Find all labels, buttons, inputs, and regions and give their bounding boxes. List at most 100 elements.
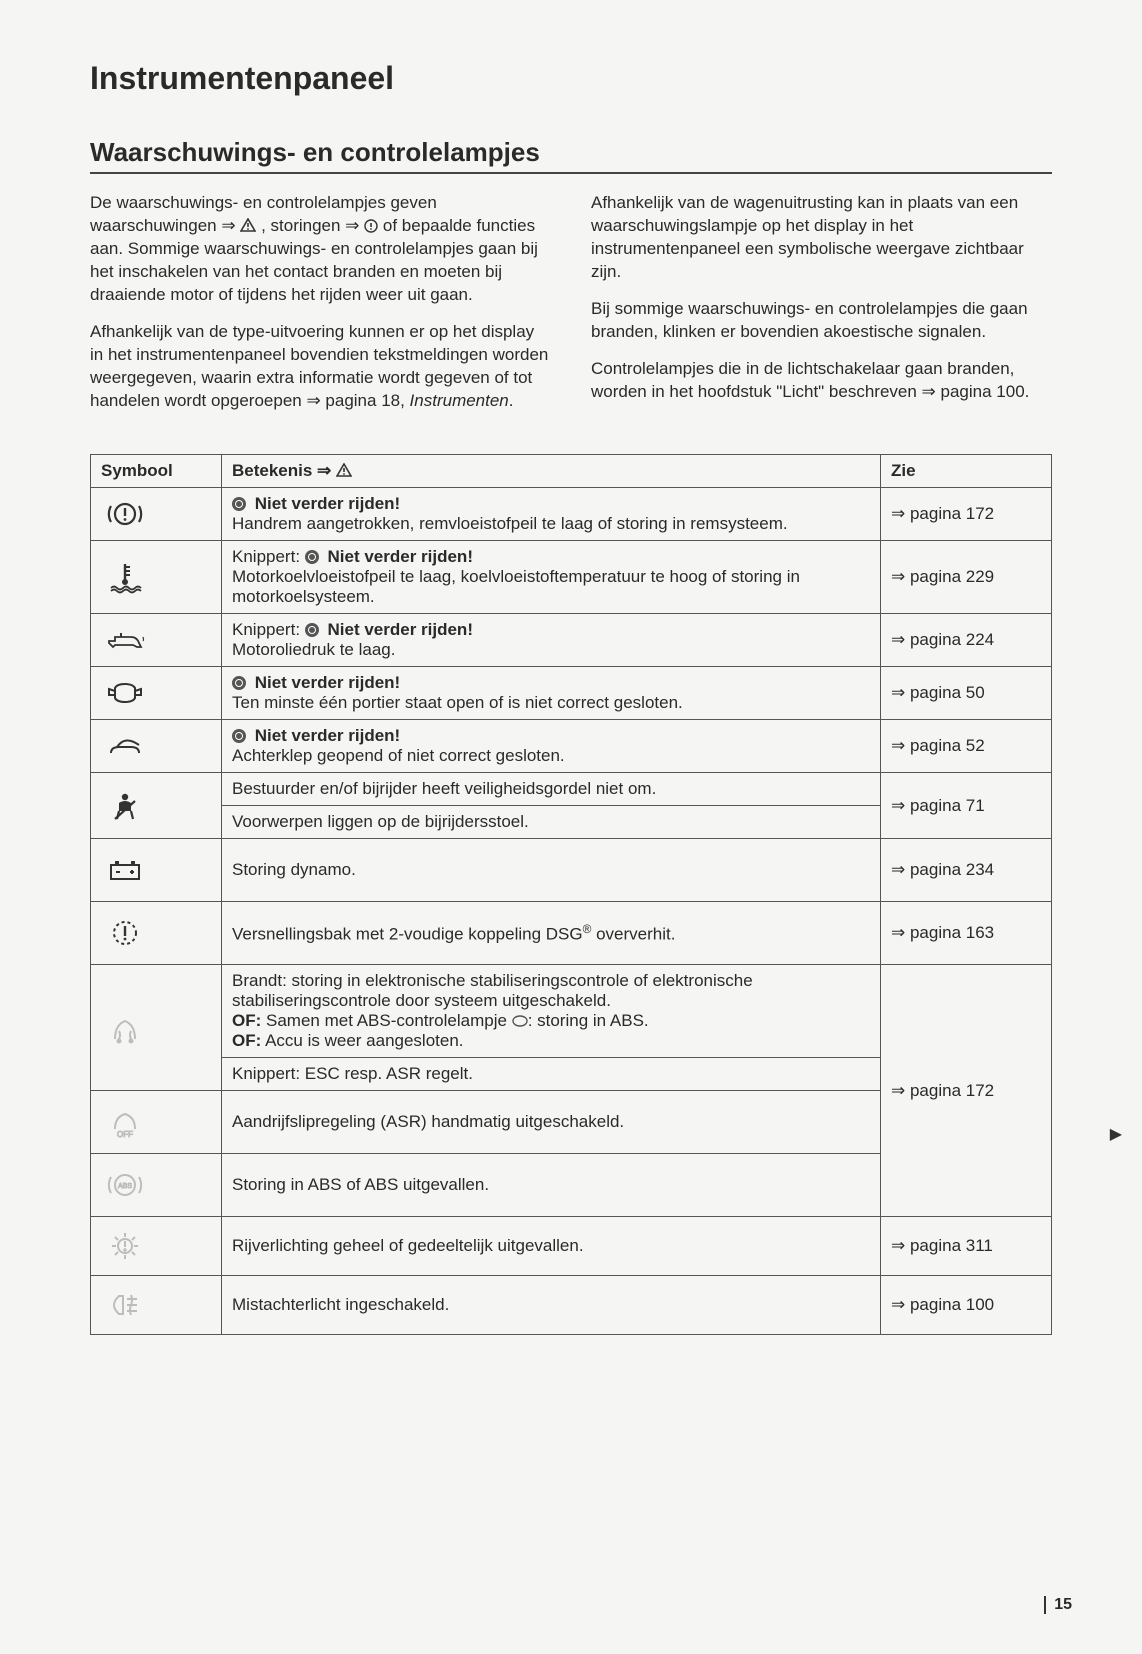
text-bold: Niet verder rijden! (323, 547, 473, 566)
stop-icon (305, 550, 319, 564)
th-meaning: Betekenis ⇒ (222, 455, 881, 488)
meaning-cell: Rijverlichting geheel of gedeeltelijk ui… (222, 1217, 881, 1276)
abs-inline-icon (512, 1011, 528, 1030)
meaning-cell: Niet verder rijden! Ten minste één porti… (222, 667, 881, 720)
meaning-cell: Aandrijfslipregeling (ASR) handmatig uit… (222, 1091, 881, 1154)
meaning-cell: Storing dynamo. (222, 839, 881, 902)
text: Ten minste één portier staat open of is … (232, 693, 683, 712)
intro-col-right: Afhankelijk van de wagenuitrusting kan i… (591, 192, 1052, 426)
stop-icon (232, 676, 246, 690)
table-row: Niet verder rijden! Handrem aangetrokken… (91, 488, 1052, 541)
text: Accu is weer aangesloten. (261, 1031, 463, 1050)
symbol-cell (91, 720, 222, 773)
text: oververhit. (591, 925, 675, 944)
text: Handrem aangetrokken, remvloeistofpeil t… (232, 514, 788, 533)
see-cell: ⇒ pagina 172 (881, 488, 1052, 541)
meaning-cell: Versnellingsbak met 2-voudige koppeling … (222, 902, 881, 965)
stop-icon (305, 623, 319, 637)
intro-col-left: De waarschuwings- en controlelampjes gev… (90, 192, 551, 426)
text: Knippert: (232, 620, 305, 639)
intro-right-p3: Controlelampjes die in de lichtschakelaa… (591, 358, 1052, 404)
intro-right-p1: Afhankelijk van de wagenuitrusting kan i… (591, 192, 1052, 284)
intro-columns: De waarschuwings- en controlelampjes gev… (90, 192, 1052, 426)
th-see: Zie (881, 455, 1052, 488)
see-cell: ⇒ pagina 52 (881, 720, 1052, 773)
text: Brandt: storing in elektronische stabili… (232, 971, 753, 1010)
gearbox-temp-icon (101, 916, 149, 950)
svg-text:OFF: OFF (117, 1130, 133, 1139)
th-symbol: Symbool (91, 455, 222, 488)
symbol-cell: ABS (91, 1154, 222, 1217)
page-number: 15 (1044, 1596, 1072, 1614)
see-cell: ⇒ pagina 50 (881, 667, 1052, 720)
abs-icon: ABS (101, 1168, 149, 1202)
symbol-cell (91, 614, 222, 667)
table-row: Knippert: Niet verder rijden! Motorolied… (91, 614, 1052, 667)
table-row: Brandt: storing in elektronische stabili… (91, 965, 1052, 1058)
intro-right-p2: Bij sommige waarschuwings- en controlela… (591, 298, 1052, 344)
meaning-cell: Knippert: Niet verder rijden! Motorolied… (222, 614, 881, 667)
meaning-cell: Bestuurder en/of bijrijder heeft veiligh… (222, 773, 881, 806)
text-bold: Niet verder rijden! (250, 726, 400, 745)
see-cell: ⇒ pagina 163 (881, 902, 1052, 965)
text: Betekenis ⇒ (232, 461, 331, 480)
text: Knippert: (232, 547, 305, 566)
meaning-cell: Niet verder rijden! Handrem aangetrokken… (222, 488, 881, 541)
table-row: Mistachterlicht ingeschakeld. ⇒ pagina 1… (91, 1276, 1052, 1335)
brake-warning-icon (101, 497, 149, 531)
oil-pressure-icon (101, 623, 149, 657)
seatbelt-icon (101, 789, 149, 823)
warning-table: Symbool Betekenis ⇒ Zie (90, 454, 1052, 1335)
meaning-cell: Knippert: ESC resp. ASR regelt. (222, 1058, 881, 1091)
table-head-row: Symbool Betekenis ⇒ Zie (91, 455, 1052, 488)
meaning-cell: Mistachterlicht ingeschakeld. (222, 1276, 881, 1335)
symbol-cell: OFF (91, 1091, 222, 1154)
stop-icon (232, 497, 246, 511)
rear-fog-light-icon (101, 1288, 149, 1322)
text-bold: Niet verder rijden! (323, 620, 473, 639)
esc-icon (101, 1011, 149, 1045)
see-cell: ⇒ pagina 100 (881, 1276, 1052, 1335)
meaning-cell: Niet verder rijden! Achterklep geopend o… (222, 720, 881, 773)
text-bold: OF: (232, 1011, 261, 1030)
symbol-cell (91, 773, 222, 839)
table-row: Niet verder rijden! Achterklep geopend o… (91, 720, 1052, 773)
text: : storing in ABS. (528, 1011, 649, 1030)
symbol-cell (91, 902, 222, 965)
text: Motoroliedruk te laag. (232, 640, 395, 659)
table-row: Knippert: Niet verder rijden! Motorkoelv… (91, 541, 1052, 614)
stop-icon (232, 729, 246, 743)
symbol-cell (91, 488, 222, 541)
table-row: Versnellingsbak met 2-voudige koppeling … (91, 902, 1052, 965)
table-row: Rijverlichting geheel of gedeeltelijk ui… (91, 1217, 1052, 1276)
door-open-icon (101, 676, 149, 710)
text: Achterklep geopend of niet correct geslo… (232, 746, 565, 765)
see-cell: ⇒ pagina 234 (881, 839, 1052, 902)
see-cell: ⇒ pagina 172 (881, 965, 1052, 1217)
text: , storingen ⇒ (261, 216, 359, 235)
symbol-cell (91, 1217, 222, 1276)
light-failure-icon (101, 1229, 149, 1263)
symbol-cell (91, 667, 222, 720)
see-cell: ⇒ pagina 224 (881, 614, 1052, 667)
meaning-cell: Knippert: Niet verder rijden! Motorkoelv… (222, 541, 881, 614)
continued-marker-icon: ▶ (1110, 1124, 1122, 1144)
trunk-open-icon (101, 729, 149, 763)
info-circle-icon (364, 216, 383, 235)
symbol-cell (91, 541, 222, 614)
table-row: Niet verder rijden! Ten minste één porti… (91, 667, 1052, 720)
see-cell: ⇒ pagina 71 (881, 773, 1052, 839)
text: Versnellingsbak met 2-voudige koppeling … (232, 925, 583, 944)
page-title: Instrumentenpaneel (90, 60, 1052, 97)
intro-left-p2: Afhankelijk van de type-uitvoering kunne… (90, 321, 551, 413)
intro-left-p1: De waarschuwings- en controlelampjes gev… (90, 192, 551, 307)
text-bold: OF: (232, 1031, 261, 1050)
text: . (509, 391, 514, 410)
coolant-temp-icon (101, 560, 149, 594)
table-row: Storing dynamo. ⇒ pagina 234 (91, 839, 1052, 902)
text: Motorkoelvloeistofpeil te laag, koelvloe… (232, 567, 800, 606)
symbol-cell (91, 1276, 222, 1335)
table-row: Bestuurder en/of bijrijder heeft veiligh… (91, 773, 1052, 806)
page: Instrumentenpaneel Waarschuwings- en con… (0, 0, 1142, 1654)
section-heading: Waarschuwings- en controlelampjes (90, 137, 1052, 174)
